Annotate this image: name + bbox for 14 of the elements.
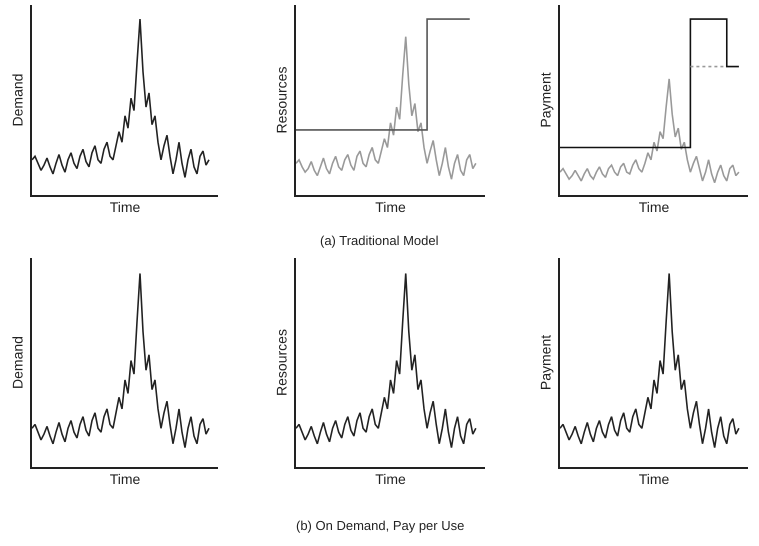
y-axis-title: Payment bbox=[537, 334, 554, 390]
y-axis-title: Resources bbox=[273, 66, 290, 134]
text: (a) Traditional Model bbox=[320, 233, 439, 248]
y-axis-title: Resources bbox=[273, 329, 290, 396]
x-axis-title: Time bbox=[638, 470, 670, 487]
text: (b) On Demand, Pay per Use bbox=[296, 518, 464, 533]
y-axis-title: Demand bbox=[9, 336, 26, 389]
x-axis-title: Time bbox=[110, 470, 141, 487]
x-axis-title: Time bbox=[375, 198, 406, 215]
y-axis-title: Payment bbox=[537, 72, 554, 128]
x-axis-title: Time bbox=[375, 470, 406, 487]
x-axis-title: Time bbox=[110, 198, 141, 215]
y-axis-title: Demand bbox=[9, 74, 26, 126]
x-axis-title: Time bbox=[638, 198, 670, 215]
